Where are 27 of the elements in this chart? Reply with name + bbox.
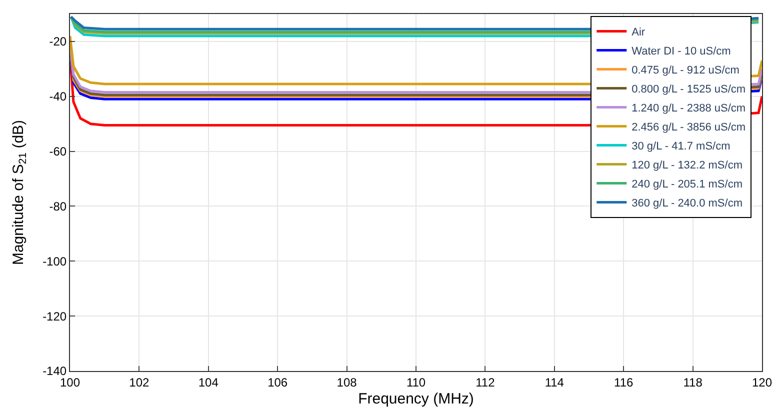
x-tick-label: 118 <box>683 375 703 390</box>
legend-label: 120 g/L - 132.2 mS/cm <box>632 160 742 172</box>
legend-label: 0.800 g/L - 1525 uS/cm <box>632 84 746 96</box>
y-tick-label: -20 <box>49 34 67 49</box>
y-tick-label: -120 <box>42 309 67 324</box>
legend-label: Air <box>632 26 646 39</box>
legend-label: 30 g/L - 41.7 mS/cm <box>632 140 730 153</box>
x-tick-label: 114 <box>544 375 564 390</box>
x-tick-label: 112 <box>476 375 496 390</box>
x-tick-label: 106 <box>268 375 288 390</box>
x-tick-label: 110 <box>406 375 426 390</box>
y-tick-label: -100 <box>42 254 67 268</box>
legend-label: 360 g/L - 240.0 mS/cm <box>632 198 742 210</box>
x-tick-label: 108 <box>336 375 358 390</box>
y-tick-label: -40 <box>49 90 67 104</box>
legend-label: 1.240 g/L - 2388 uS/cm <box>632 102 746 115</box>
x-tick-label: 116 <box>614 375 634 390</box>
y-tick-label: -80 <box>49 199 67 214</box>
legend-label: 2.456 g/L - 3856 uS/cm <box>632 122 746 134</box>
legend-label: Water DI - 10 uS/cm <box>632 46 731 58</box>
x-tick-label: 104 <box>198 375 219 390</box>
legend-label: 0.475 g/L - 912 uS/cm <box>632 64 740 77</box>
x-tick-label: 120 <box>752 375 772 390</box>
y-tick-label: -60 <box>49 144 67 159</box>
x-axis-title: Frequency (MHz) <box>358 390 474 408</box>
legend-label: 240 g/L - 205.1 mS/cm <box>632 178 742 191</box>
x-tick-label: 102 <box>129 375 150 390</box>
